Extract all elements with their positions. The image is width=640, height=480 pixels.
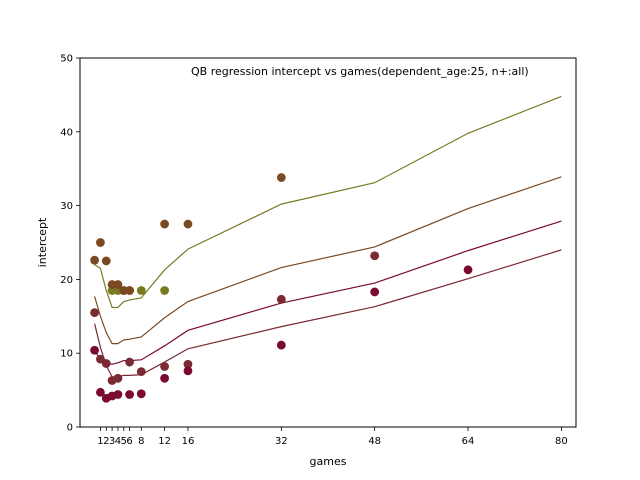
y-axis-label: intercept — [36, 217, 49, 267]
series-4-point-7 — [136, 389, 146, 399]
series-2-point-3 — [101, 256, 111, 266]
series-4-point-12 — [463, 265, 473, 275]
series-3-point-1 — [90, 308, 99, 318]
y-tick-label: 40 — [60, 127, 73, 138]
series-2-point-10 — [276, 173, 286, 182]
x-tick-label: 48 — [368, 436, 381, 447]
series-3-point-6 — [125, 357, 134, 367]
x-axis-label: games — [310, 455, 347, 468]
series-2-point-2 — [96, 238, 105, 247]
series-4-point-9 — [183, 366, 193, 376]
x-tick-label: 8 — [138, 436, 144, 447]
series-4-point-8 — [160, 373, 170, 383]
x-tick-label: 1 — [97, 436, 103, 447]
series-3-point-11 — [370, 251, 380, 261]
y-tick-label: 20 — [60, 275, 73, 286]
series-4-point-6 — [125, 390, 134, 399]
x-tick-label: 2 — [103, 436, 109, 447]
series-3-point-8 — [160, 362, 170, 371]
series-1-line — [94, 95, 562, 309]
chart-title: QB regression intercept vs games(depende… — [191, 65, 529, 78]
x-tick-label: 80 — [555, 436, 568, 447]
x-tick-label: 32 — [275, 436, 288, 447]
series-3-point-9 — [183, 359, 193, 369]
series-2-point-9 — [183, 219, 193, 229]
y-tick-label: 10 — [60, 349, 73, 360]
series-3-point-3 — [101, 359, 111, 368]
y-tick-label: 50 — [60, 54, 73, 65]
series-4-point-2 — [96, 387, 105, 397]
series-3-point-10 — [276, 294, 286, 304]
x-tick-label: 3 — [109, 436, 115, 447]
series-2-line — [94, 176, 562, 345]
x-tick-label: 12 — [158, 436, 171, 447]
x-axis-ticks: 1 2 3 4 5 6 8 12 16 32 48 64 80 — [97, 427, 568, 447]
x-tick-label: 5 — [121, 436, 127, 447]
series-4-point-5 — [113, 390, 123, 399]
series-2-point-7 — [125, 286, 134, 295]
series-2-point-8 — [160, 219, 170, 229]
plot-area-frame — [79, 57, 577, 428]
x-tick-label: 16 — [182, 436, 195, 447]
series-1-point-5 — [136, 286, 146, 295]
y-axis-ticks: 0 10 20 30 40 50 — [60, 54, 80, 434]
x-tick-label: 6 — [126, 436, 132, 447]
series-points — [90, 173, 473, 403]
series-2-point-1 — [90, 255, 99, 265]
x-tick-label: 64 — [462, 436, 475, 447]
series-3-point-5 — [113, 373, 123, 383]
series-1-point-6 — [160, 286, 170, 295]
series-4-point-10 — [276, 340, 286, 350]
y-tick-label: 0 — [67, 423, 73, 434]
series-3-point-7 — [136, 367, 146, 377]
y-tick-label: 30 — [60, 201, 73, 212]
series-4-point-1 — [90, 345, 99, 355]
series-2-point-5 — [113, 280, 123, 289]
series-4-point-11 — [370, 287, 380, 297]
x-tick-label: 4 — [115, 436, 121, 447]
